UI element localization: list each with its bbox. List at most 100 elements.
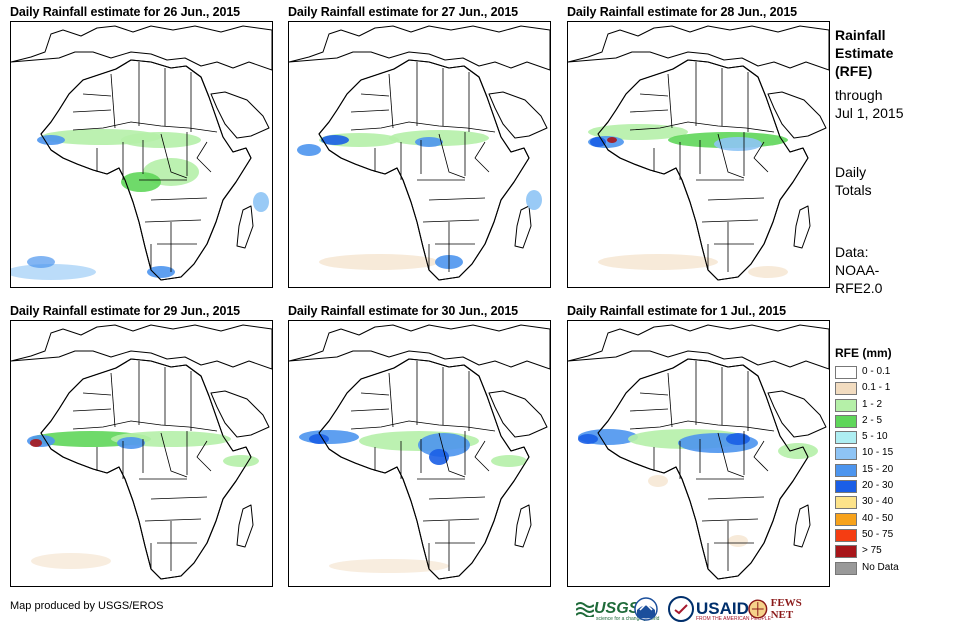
country-border: [350, 121, 496, 133]
rainfall-area: [321, 135, 349, 145]
country-border: [438, 133, 466, 179]
legend-swatch: [835, 512, 857, 526]
data-source-line2: NOAA-: [835, 262, 880, 278]
legend-label: 20 - 30: [862, 480, 894, 492]
country-border: [428, 496, 486, 500]
map-frame: [288, 21, 551, 288]
country-border: [150, 197, 208, 201]
data-source-line1: Data:: [835, 244, 869, 260]
country-border: [82, 93, 112, 97]
product-title-line1: Rainfall: [835, 27, 886, 43]
rainfall-area: [578, 434, 598, 444]
country-border: [196, 440, 212, 472]
europe-coastline: [568, 324, 829, 370]
country-border: [707, 496, 765, 500]
legend-swatch: [835, 561, 857, 575]
country-border: [388, 372, 394, 428]
panel-title: Daily Rainfall estimate for 26 Jun., 201…: [10, 5, 241, 19]
country-border: [72, 408, 112, 412]
country-border: [629, 420, 775, 432]
country-border: [110, 372, 116, 428]
legend-label: 10 - 15: [862, 447, 894, 459]
country-border: [474, 440, 490, 472]
country-border: [196, 141, 212, 173]
country-border: [110, 73, 116, 129]
country-border: [639, 392, 669, 396]
country-border: [701, 219, 759, 223]
panel-title: Daily Rainfall estimate for 27 Jun., 201…: [288, 5, 519, 19]
totals-line2: Totals: [835, 182, 872, 198]
country-border: [144, 219, 202, 223]
country-border: [629, 109, 669, 113]
country-border: [82, 392, 112, 396]
madagascar-coastline: [514, 205, 532, 249]
rainfall-area: [728, 535, 748, 547]
noaa-seal-icon: [634, 597, 658, 621]
rainfall-area: [223, 455, 259, 467]
rainfall-area: [309, 434, 329, 444]
partner-logos: USGS science for a changing world USAID …: [576, 594, 826, 624]
country-border: [629, 121, 775, 133]
country-border: [701, 518, 759, 522]
product-title-line3: (RFE): [835, 63, 873, 79]
legend-swatch: [835, 463, 857, 477]
panel-title: Daily Rainfall estimate for 28 Jun., 201…: [567, 5, 798, 19]
rainfall-area: [299, 430, 359, 444]
country-border: [160, 133, 188, 179]
rainfall-area: [491, 455, 527, 467]
usgs-logo: USGS: [576, 594, 639, 624]
rainfall-area: [11, 264, 96, 280]
legend-swatch: [835, 414, 857, 428]
country-border: [388, 73, 394, 129]
legend-label: 0 - 0.1: [862, 366, 891, 377]
arabia-coastline: [488, 91, 548, 139]
usaid-logo: USAID: [668, 594, 749, 624]
legend-label: 0.1 - 1: [862, 382, 891, 394]
europe-coastline: [568, 25, 829, 71]
legend-swatch: [835, 480, 857, 494]
country-border: [360, 392, 390, 396]
usaid-seal-icon: [668, 596, 694, 622]
africa-outline: [318, 358, 530, 580]
legend-swatch: [835, 447, 857, 461]
through-label: through: [835, 87, 883, 103]
country-border: [160, 432, 188, 478]
country-border: [72, 121, 218, 133]
madagascar-coastline: [793, 504, 811, 548]
europe-coastline: [11, 324, 272, 370]
country-border: [639, 93, 669, 97]
africa-outline: [597, 59, 809, 281]
country-border: [72, 420, 218, 432]
country-border: [438, 432, 466, 478]
rainfall-area: [117, 437, 145, 449]
data-source-line3: RFE2.0: [835, 280, 883, 296]
rainfall-area: [726, 433, 750, 445]
legend-label: 40 - 50: [862, 512, 894, 524]
fews-net-logo: FEWS NET: [748, 594, 826, 624]
map-frame: [567, 21, 830, 288]
country-border: [707, 197, 765, 201]
country-border: [350, 408, 390, 412]
rainfall-area: [121, 132, 201, 148]
rainfall-area: [778, 443, 818, 459]
arabia-coastline: [767, 390, 827, 438]
legend-label: 50 - 75: [862, 528, 894, 540]
country-border: [422, 518, 480, 522]
europe-coastline: [289, 324, 550, 370]
legend-swatch: [835, 496, 857, 510]
country-border: [629, 408, 669, 412]
rainfall-area: [329, 559, 449, 573]
country-border: [360, 93, 390, 97]
panel-title: Daily Rainfall estimate for 29 Jun., 201…: [10, 304, 241, 318]
africa-outline: [40, 59, 252, 281]
rainfall-area: [415, 137, 443, 147]
map-frame: [288, 320, 551, 587]
rainfall-area: [31, 553, 111, 569]
legend-swatch: [835, 528, 857, 542]
africa-outline: [597, 358, 809, 580]
country-border: [717, 133, 745, 179]
rainfall-area: [418, 433, 470, 457]
country-border: [753, 440, 769, 472]
rainfall-area: [648, 475, 668, 487]
rainfall-area: [30, 439, 42, 447]
